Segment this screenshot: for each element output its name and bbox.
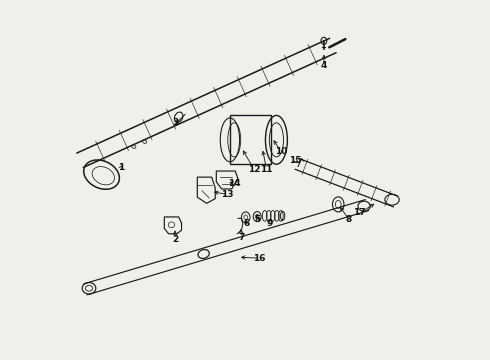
Text: 5: 5: [254, 215, 261, 224]
Text: 16: 16: [253, 254, 266, 263]
Text: 11: 11: [260, 165, 273, 174]
Text: 4: 4: [321, 61, 327, 70]
Text: 3: 3: [172, 118, 178, 127]
Text: 12: 12: [248, 165, 260, 174]
Text: 7: 7: [238, 233, 245, 242]
Text: 17: 17: [353, 208, 366, 217]
Text: 15: 15: [289, 156, 301, 165]
Text: 1: 1: [118, 163, 124, 172]
Text: 10: 10: [275, 147, 287, 156]
Text: 13: 13: [221, 190, 233, 199]
Text: 9: 9: [267, 219, 273, 228]
Text: 2: 2: [172, 235, 178, 244]
Text: 6: 6: [244, 219, 250, 228]
Text: 14: 14: [228, 179, 241, 188]
Bar: [230, 116, 271, 164]
Text: 8: 8: [346, 215, 352, 224]
